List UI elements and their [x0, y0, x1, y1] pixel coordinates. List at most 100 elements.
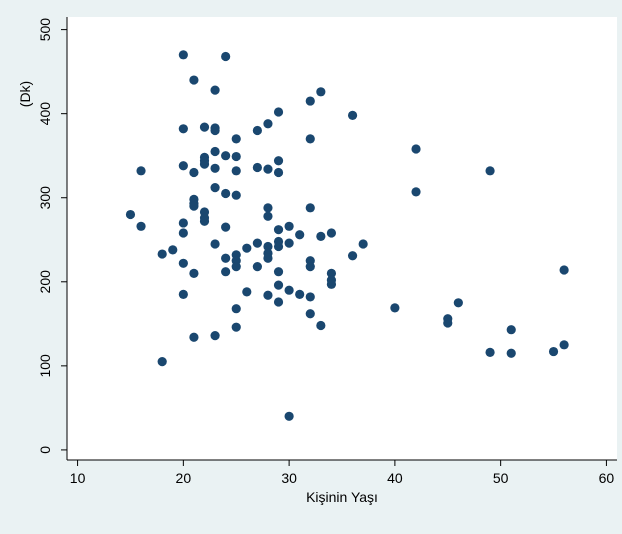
data-points	[125, 50, 569, 421]
data-point	[178, 50, 188, 60]
data-point	[231, 151, 241, 162]
data-point	[136, 166, 146, 176]
data-point	[305, 134, 315, 144]
data-point	[316, 87, 326, 97]
data-point	[263, 203, 273, 213]
data-point	[305, 309, 315, 319]
data-point	[231, 190, 241, 200]
data-point	[284, 221, 294, 231]
x-tick-label: 60	[599, 470, 615, 486]
data-point	[506, 348, 516, 358]
data-point	[178, 124, 188, 134]
data-point	[210, 239, 220, 249]
data-point	[136, 221, 146, 231]
data-point	[443, 318, 453, 328]
data-point	[295, 289, 305, 300]
data-point	[316, 320, 326, 331]
data-point	[252, 125, 262, 136]
data-point	[559, 340, 569, 350]
data-point	[210, 163, 220, 173]
data-point	[273, 241, 284, 252]
plot-area	[67, 17, 617, 460]
data-point	[231, 134, 241, 144]
data-point	[263, 241, 273, 252]
data-point	[210, 125, 220, 136]
x-tick-label: 50	[493, 470, 509, 486]
y-tick-label: 100	[37, 354, 53, 378]
data-point	[189, 75, 199, 85]
data-point	[263, 290, 273, 300]
data-point	[326, 228, 337, 238]
data-point	[178, 258, 188, 268]
data-point	[242, 243, 252, 253]
data-point	[252, 238, 262, 248]
data-point	[221, 267, 231, 277]
data-point	[178, 228, 188, 238]
x-tick-label: 30	[281, 470, 297, 486]
y-tick-label: 400	[37, 102, 53, 126]
data-point	[411, 187, 421, 197]
data-point	[178, 289, 188, 300]
data-point	[242, 287, 252, 297]
data-point	[305, 96, 315, 106]
x-tick-label: 20	[176, 470, 192, 486]
data-point	[231, 304, 241, 314]
data-point	[157, 357, 167, 367]
data-point	[326, 268, 337, 278]
data-point	[305, 262, 315, 272]
data-point	[390, 303, 400, 313]
data-point	[210, 330, 220, 341]
data-point	[347, 251, 358, 261]
x-axis-ticks: 10 20 30 40 50 60	[70, 460, 615, 486]
data-point	[358, 239, 368, 249]
data-point	[295, 230, 305, 240]
data-point	[263, 164, 273, 174]
data-point	[199, 216, 210, 226]
data-point	[273, 297, 284, 307]
data-point	[210, 146, 220, 157]
data-point	[178, 161, 188, 171]
data-point	[305, 203, 315, 213]
data-point	[273, 267, 284, 277]
data-point	[284, 285, 294, 295]
data-point	[231, 322, 241, 332]
data-point	[221, 188, 231, 199]
data-point	[485, 166, 495, 176]
data-point	[199, 122, 210, 132]
data-point	[506, 325, 516, 335]
data-point	[284, 411, 294, 421]
data-point	[210, 183, 220, 193]
x-axis-title: Kişinin Yaşı	[306, 489, 378, 505]
data-point	[263, 119, 273, 129]
x-tick-label: 10	[70, 470, 86, 486]
data-point	[485, 347, 495, 358]
data-point	[189, 332, 199, 342]
data-point	[273, 107, 284, 117]
data-point	[168, 245, 178, 255]
data-point	[125, 209, 136, 220]
data-point	[263, 253, 273, 263]
data-point	[221, 51, 231, 62]
data-point	[252, 262, 262, 272]
data-point	[252, 162, 262, 173]
data-point	[411, 144, 421, 154]
data-point	[273, 225, 284, 235]
data-point	[189, 268, 199, 278]
y-tick-label: 300	[37, 186, 53, 210]
data-point	[231, 166, 241, 176]
data-point	[273, 167, 284, 178]
data-point	[178, 218, 188, 228]
data-point	[347, 110, 358, 120]
data-point	[263, 211, 273, 221]
data-point	[221, 253, 231, 263]
y-tick-label: 0	[37, 446, 53, 454]
data-point	[210, 85, 220, 95]
data-point	[231, 262, 241, 272]
y-tick-label: 200	[37, 270, 53, 294]
y-tick-label: 500	[37, 18, 53, 42]
data-point	[273, 156, 284, 166]
data-point	[284, 238, 294, 248]
data-point	[221, 222, 231, 232]
